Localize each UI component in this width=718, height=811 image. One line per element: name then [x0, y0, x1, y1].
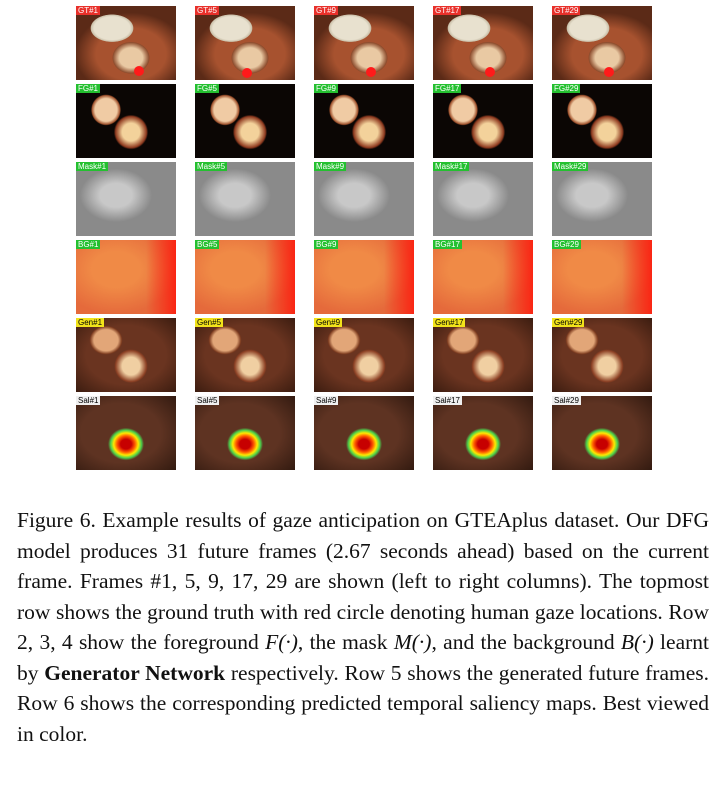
fg-frame-4: FG#17 — [433, 84, 533, 158]
frame-label: Gen#29 — [552, 318, 585, 327]
gt-frame-3: GT#9 — [314, 6, 414, 80]
figure-label: Figure 6. — [17, 508, 96, 532]
frame-label: BG#5 — [195, 240, 220, 249]
frame-label: Sal#9 — [314, 396, 339, 405]
frame-label: Sal#29 — [552, 396, 581, 405]
mask-frame-1: Mask#1 — [76, 162, 176, 236]
fg-frame-1: FG#1 — [76, 84, 176, 158]
fg-frame-5: FG#29 — [552, 84, 652, 158]
frame-label: Gen#9 — [314, 318, 343, 327]
frame-label: BG#1 — [76, 240, 101, 249]
frame-label: BG#9 — [314, 240, 339, 249]
sal-frame-4: Sal#17 — [433, 396, 533, 470]
gaze-marker — [485, 67, 495, 77]
caption-text-2: , the mask — [297, 630, 394, 654]
mask-frame-3: Mask#9 — [314, 162, 414, 236]
fg-frame-3: FG#9 — [314, 84, 414, 158]
frame-label: Gen#17 — [433, 318, 466, 327]
frame-label: GT#1 — [76, 6, 101, 15]
gt-frame-2: GT#5 — [195, 6, 295, 80]
caption-text-1: Example results of gaze anticipation on … — [17, 508, 709, 654]
frame-label: Gen#5 — [195, 318, 224, 327]
mask-frame-4: Mask#17 — [433, 162, 533, 236]
gen-frame-5: Gen#29 — [552, 318, 652, 392]
frame-label: GT#17 — [433, 6, 462, 15]
foreground-symbol: F(·) — [265, 630, 298, 654]
frame-label: Mask#29 — [552, 162, 589, 171]
generator-network-term: Generator Network — [44, 660, 226, 685]
caption-text-4: learnt by — [17, 630, 709, 685]
gt-frame-5: GT#29 — [552, 6, 652, 80]
bg-frame-5: BG#29 — [552, 240, 652, 314]
frame-label: BG#17 — [433, 240, 462, 249]
sal-frame-2: Sal#5 — [195, 396, 295, 470]
gen-frame-4: Gen#17 — [433, 318, 533, 392]
frame-label: GT#5 — [195, 6, 220, 15]
caption-text-3: , and the background — [431, 630, 621, 654]
figure-grid: GT#1 GT#5 GT#9 GT#17 GT#29 FG#1 FG#5 FG#9 FG#17 F… — [76, 6, 652, 470]
gaze-marker — [604, 67, 614, 77]
frame-label: FG#5 — [195, 84, 220, 93]
figure-caption: Figure 6. Example results of gaze antici… — [17, 505, 709, 749]
caption-text-5: respectively. Row 5 shows the generated … — [17, 660, 710, 746]
frame-label: Gen#1 — [76, 318, 105, 327]
bg-frame-4: BG#17 — [433, 240, 533, 314]
gaze-marker — [134, 66, 144, 76]
frame-label: Mask#5 — [195, 162, 228, 171]
frame-label: BG#29 — [552, 240, 581, 249]
gen-frame-1: Gen#1 — [76, 318, 176, 392]
sal-frame-1: Sal#1 — [76, 396, 176, 470]
gen-frame-2: Gen#5 — [195, 318, 295, 392]
gen-frame-3: Gen#9 — [314, 318, 414, 392]
frame-label: Sal#1 — [76, 396, 101, 405]
gaze-marker — [366, 67, 376, 77]
frame-label: GT#9 — [314, 6, 339, 15]
frame-label: Mask#9 — [314, 162, 347, 171]
frame-label: FG#17 — [433, 84, 462, 93]
sal-frame-3: Sal#9 — [314, 396, 414, 470]
gaze-marker — [242, 68, 252, 78]
mask-frame-5: Mask#29 — [552, 162, 652, 236]
sal-frame-5: Sal#29 — [552, 396, 652, 470]
frame-label: Sal#17 — [433, 396, 462, 405]
frame-label: Sal#5 — [195, 396, 220, 405]
frame-label: FG#29 — [552, 84, 581, 93]
frame-label: FG#9 — [314, 84, 339, 93]
bg-frame-1: BG#1 — [76, 240, 176, 314]
frame-label: Mask#17 — [433, 162, 470, 171]
bg-frame-2: BG#5 — [195, 240, 295, 314]
gt-frame-1: GT#1 — [76, 6, 176, 80]
frame-label: FG#1 — [76, 84, 101, 93]
background-symbol: B(·) — [620, 630, 654, 654]
fg-frame-2: FG#5 — [195, 84, 295, 158]
frame-label: GT#29 — [552, 6, 581, 15]
mask-symbol: M(·) — [393, 630, 432, 654]
bg-frame-3: BG#9 — [314, 240, 414, 314]
mask-frame-2: Mask#5 — [195, 162, 295, 236]
gt-frame-4: GT#17 — [433, 6, 533, 80]
frame-label: Mask#1 — [76, 162, 109, 171]
